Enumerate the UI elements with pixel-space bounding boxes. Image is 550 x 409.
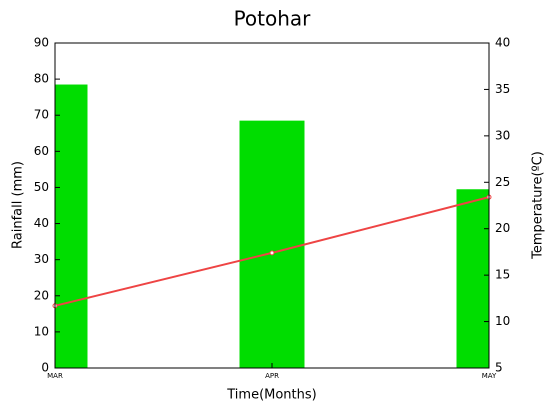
y-tick-label: 30 bbox=[34, 252, 49, 266]
y2-tick-label: 15 bbox=[495, 268, 510, 282]
y2-tick-label: 10 bbox=[495, 314, 510, 328]
chart-title: Potohar bbox=[234, 7, 312, 31]
y-tick-label: 60 bbox=[34, 144, 49, 158]
y2-tick-label: 5 bbox=[495, 361, 503, 375]
y2-tick-label: 25 bbox=[495, 175, 510, 189]
x-axis-label: Time(Months) bbox=[226, 388, 316, 403]
y-tick-label: 20 bbox=[34, 288, 49, 302]
y2-tick-label: 40 bbox=[495, 36, 510, 50]
x-tick-label: APR bbox=[265, 372, 279, 380]
y-tick-label: 40 bbox=[34, 216, 49, 230]
y-tick-label: 90 bbox=[34, 36, 49, 50]
y-tick-label: 70 bbox=[34, 108, 49, 122]
y2-tick-label: 35 bbox=[495, 82, 510, 96]
x-tick-label: MAR bbox=[47, 372, 63, 380]
bar bbox=[55, 84, 88, 368]
y-tick-label: 50 bbox=[34, 180, 49, 194]
y-tick-label: 0 bbox=[41, 361, 49, 375]
point bbox=[269, 250, 275, 256]
y2-tick-label: 20 bbox=[495, 221, 510, 235]
y2-tick-label: 30 bbox=[495, 128, 510, 142]
bar bbox=[456, 189, 489, 368]
y2-axis-label: Temperature(ºC) bbox=[531, 151, 546, 260]
y-tick-label: 80 bbox=[34, 72, 49, 86]
y-tick-label: 10 bbox=[34, 324, 49, 338]
x-tick-label: MAY bbox=[482, 372, 497, 380]
y-axis-label: Rainfall (mm) bbox=[11, 161, 26, 249]
bar bbox=[239, 120, 305, 368]
